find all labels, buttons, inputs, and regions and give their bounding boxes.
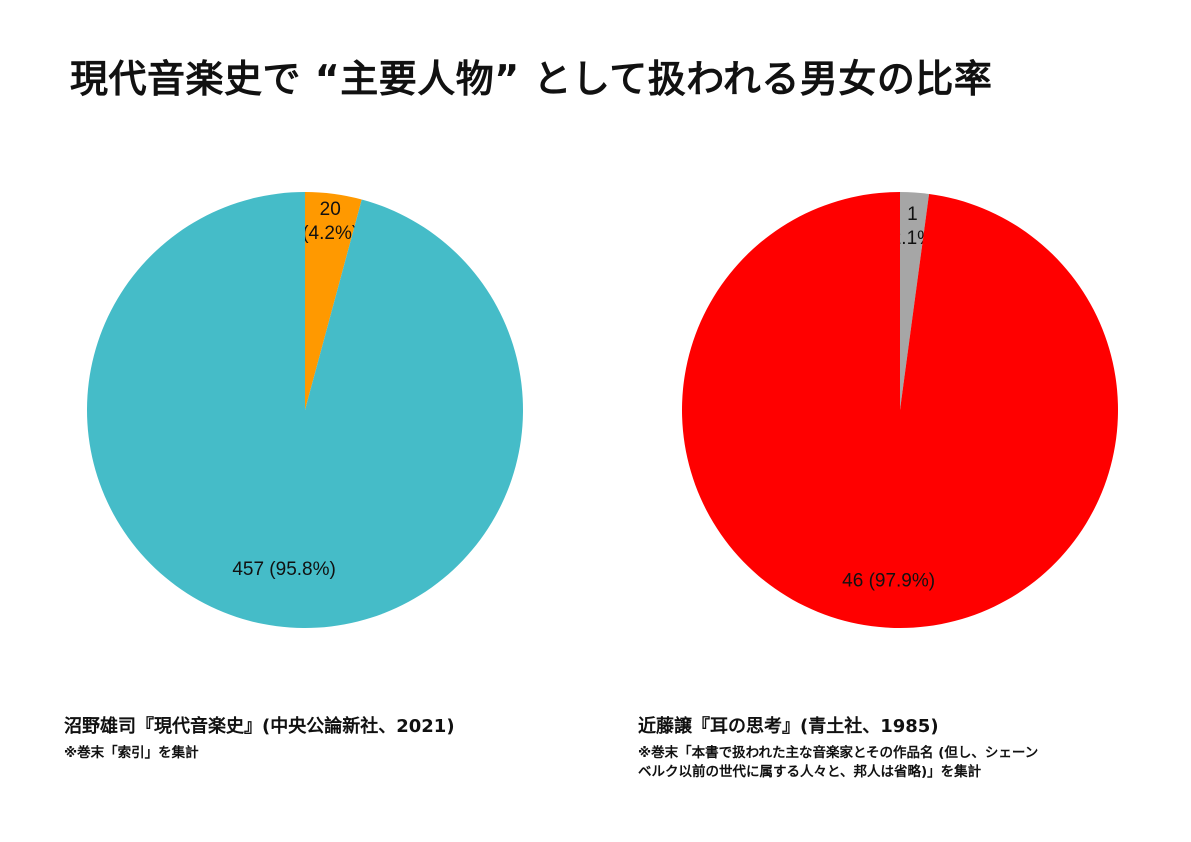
source-note-left: ※巻末「索引」を集計 [64,744,455,764]
pie-slice-left-0 [305,192,362,410]
pie-slice-right-0 [900,192,930,410]
source-note-right: ※巻末「本書で扱われた主な音楽家とその作品名 (但し、シェーン ベルク以前の世代… [638,744,1178,783]
pie-label-left-0: 20 (4.2%) [302,199,358,244]
source-caption-left: 沼野雄司『現代音楽史』(中央公論新社、2021) ※巻末「索引」を集計 [64,716,455,763]
source-note-right-line: ※巻末「本書で扱われた主な音楽家とその作品名 (但し、シェーン [638,744,1039,761]
pie-slice-right-1 [681,191,1118,629]
chart-title: 現代音楽史で “主要人物” として扱われる男女の比率 [70,57,993,101]
pie-label-left-1: 457 (95.8%) [232,559,336,580]
source-title-left: 沼野雄司『現代音楽史』(中央公論新社、2021) [64,716,455,737]
source-caption-right: 近藤譲『耳の思考』(青土社、1985) ※巻末「本書で扱われた主な音楽家とその作… [638,716,1178,783]
source-note-right-line: ベルク以前の世代に属する人々と、邦人は省略)」を集計 [638,764,982,781]
pie-slice-left-1 [86,192,523,628]
source-title-right: 近藤譲『耳の思考』(青土社、1985) [638,716,939,737]
pie-label-right-1: 46 (97.9%) [842,571,935,592]
source-note-left-line: ※巻末「索引」を集計 [64,744,199,761]
